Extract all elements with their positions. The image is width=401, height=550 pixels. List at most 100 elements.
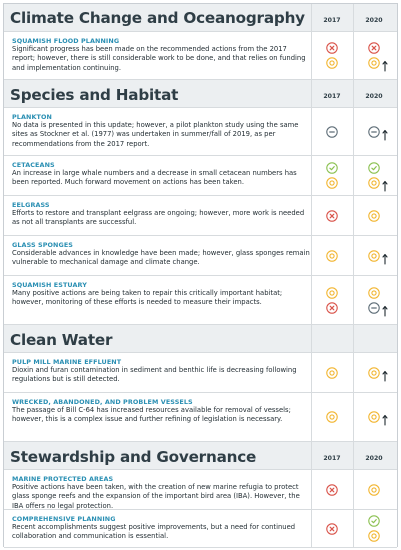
column-divider (353, 276, 354, 324)
column-divider (353, 325, 354, 352)
status-icons-2017 (312, 162, 352, 190)
column-divider (353, 236, 354, 275)
column-divider (311, 393, 312, 441)
column-divider (353, 156, 354, 195)
status-yellow-icon (368, 210, 380, 222)
status-icon-line (312, 177, 352, 190)
section-header: Stewardship and Governance 2017 2020 (4, 442, 397, 470)
indicator-description: Dioxin and furan contamination in sedime… (12, 366, 297, 384)
column-divider (353, 32, 354, 79)
list-item: PULP MILL MARINE EFFLUENT Dioxin and fura… (4, 353, 397, 393)
status-yellow-icon (326, 250, 338, 262)
status-green-icon (368, 515, 380, 527)
status-yellow-icon (368, 177, 380, 189)
status-icons-2020 (354, 484, 394, 497)
column-divider (353, 442, 354, 469)
status-icon-line (354, 411, 394, 426)
status-icon-line (354, 484, 394, 497)
year-column-header: 2020 (365, 455, 383, 462)
status-yellow-icon (368, 411, 380, 423)
column-divider (353, 196, 354, 235)
year-column-header: 2020 (365, 93, 383, 100)
status-icon-line (312, 367, 352, 380)
status-icon-line (354, 302, 394, 317)
status-yellow-icon (368, 367, 380, 379)
column-divider (311, 108, 312, 155)
status-icons-2017 (312, 250, 352, 263)
status-yellow-icon (368, 530, 380, 542)
trend-up-arrow-icon (382, 250, 388, 265)
status-icon-line (312, 411, 352, 424)
column-divider (353, 353, 354, 392)
trend-up-arrow-icon (382, 177, 388, 192)
section-header: Climate Change and Oceanography 2017 2020 (4, 4, 397, 32)
indicator-name: COMPREHENSIVE PLANNING (12, 515, 116, 523)
indicator-name: WRECKED, ABANDONED, AND PROBLEM VESSELS (12, 398, 193, 406)
indicator-name: GLASS SPONGES (12, 241, 73, 249)
column-divider (311, 80, 312, 107)
indicator-description: Efforts to restore and transplant eelgra… (12, 209, 305, 227)
section-title: Climate Change and Oceanography (10, 9, 305, 27)
status-icon-line (354, 367, 394, 382)
column-divider (311, 196, 312, 235)
status-red-icon (326, 484, 338, 496)
status-icons-2017 (312, 411, 352, 424)
trend-up-arrow-icon (382, 411, 388, 426)
indicator-description: Positive actions have been taken, with t… (12, 483, 300, 510)
status-icons-2020 (354, 515, 394, 543)
indicator-name: PULP MILL MARINE EFFLUENT (12, 358, 122, 366)
column-divider (311, 353, 312, 392)
status-icons-2017 (312, 126, 352, 139)
status-icon-line (354, 177, 394, 192)
year-column-header: 2020 (365, 17, 383, 24)
column-divider (311, 156, 312, 195)
status-icon-line (312, 42, 352, 55)
indicator-name: CETACEANS (12, 161, 55, 169)
indicator-name: MARINE PROTECTED AREAS (12, 475, 114, 483)
status-icon-line (312, 523, 352, 536)
list-item: MARINE PROTECTED AREAS Positive actions h… (4, 470, 397, 510)
status-yellow-icon (326, 57, 338, 69)
column-divider (311, 4, 312, 31)
status-icons-2017 (312, 484, 352, 497)
status-icon-line (354, 530, 394, 543)
status-icons-2020 (354, 126, 394, 141)
status-green-icon (326, 162, 338, 174)
section-title: Species and Habitat (10, 86, 179, 104)
indicator-name: SQUAMISH ESTUARY (12, 281, 87, 289)
status-icons-2020 (354, 411, 394, 426)
status-icon-line (312, 484, 352, 497)
status-icons-2017 (312, 523, 352, 536)
column-divider (353, 393, 354, 441)
status-icon-line (354, 515, 394, 528)
list-item: COMPREHENSIVE PLANNING Recent accomplishm… (4, 510, 397, 548)
list-item: WRECKED, ABANDONED, AND PROBLEM VESSELS T… (4, 393, 397, 442)
status-red-icon (368, 42, 380, 54)
trend-up-arrow-icon (382, 367, 388, 382)
column-divider (311, 325, 312, 352)
column-divider (311, 470, 312, 509)
indicator-description: Recent accomplishments suggest positive … (12, 523, 296, 541)
section-title: Clean Water (10, 331, 113, 349)
column-divider (353, 80, 354, 107)
status-icon-line (312, 162, 352, 175)
status-yellow-icon (368, 484, 380, 496)
section-title: Stewardship and Governance (10, 448, 257, 466)
status-icons-2020 (354, 162, 394, 192)
status-icon-line (354, 210, 394, 223)
column-divider (311, 442, 312, 469)
indicator-name: EELGRASS (12, 201, 50, 209)
column-divider (353, 510, 354, 547)
status-yellow-icon (368, 287, 380, 299)
status-red-icon (326, 42, 338, 54)
status-icons-2020 (354, 42, 394, 72)
indicator-description: Considerable advances in knowledge have … (12, 249, 310, 267)
column-divider (353, 470, 354, 509)
status-yellow-icon (368, 250, 380, 262)
trend-up-arrow-icon (382, 126, 388, 141)
status-icon-line (354, 126, 394, 141)
list-item: PLANKTON No data is presented in this upd… (4, 108, 397, 156)
status-yellow-icon (326, 287, 338, 299)
status-icon-line (312, 302, 352, 315)
status-icons-2017 (312, 367, 352, 380)
